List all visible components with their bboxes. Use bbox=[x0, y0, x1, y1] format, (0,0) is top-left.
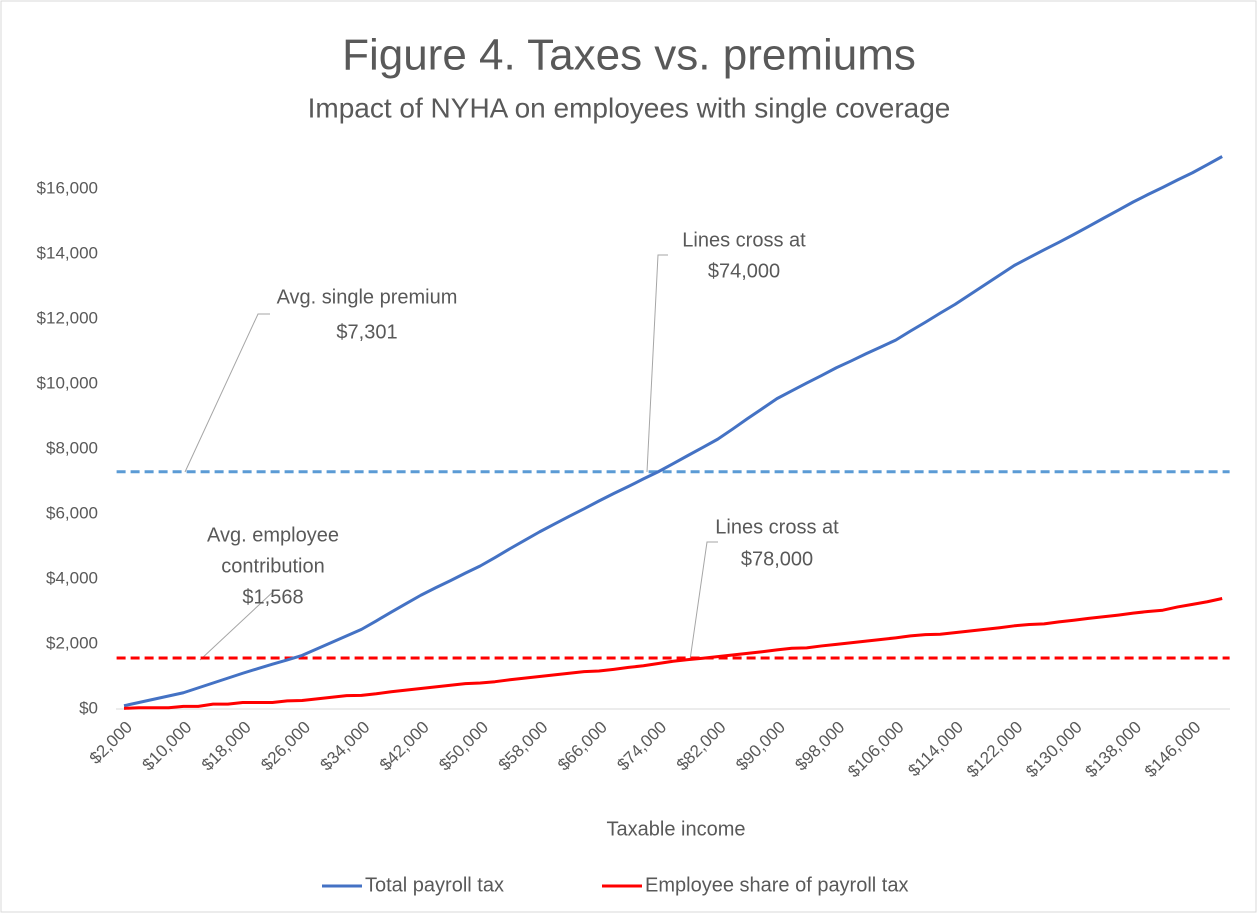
series-line bbox=[123, 597, 1223, 710]
chart-subtitle: Impact of NYHA on employees with single … bbox=[308, 92, 951, 123]
y-tick-label: $14,000 bbox=[37, 243, 98, 262]
annotation: contribution bbox=[221, 555, 324, 577]
y-tick-label: $10,000 bbox=[37, 373, 98, 392]
annotation: $1,568 bbox=[242, 586, 303, 608]
annotation: Avg. employee bbox=[207, 524, 339, 546]
leader-line bbox=[689, 541, 718, 661]
x-axis-title: Taxable income bbox=[607, 818, 746, 840]
annotation: $7,301 bbox=[336, 321, 397, 343]
leader-line bbox=[199, 589, 276, 661]
annotation: Avg. single premium bbox=[277, 286, 458, 308]
y-tick-label: $6,000 bbox=[46, 503, 98, 522]
y-tick-label: $8,000 bbox=[46, 438, 98, 457]
annotation: $74,000 bbox=[708, 260, 780, 282]
legend-label: Total payroll tax bbox=[365, 874, 504, 896]
annotation: Lines cross at bbox=[715, 516, 839, 538]
annotation: Lines cross at bbox=[682, 229, 806, 251]
y-tick-label: $0 bbox=[79, 698, 98, 717]
leader-line bbox=[184, 313, 270, 473]
y-tick-label: $2,000 bbox=[46, 633, 98, 652]
legend-label: Employee share of payroll tax bbox=[645, 874, 908, 896]
leader-line bbox=[646, 254, 668, 473]
annotation: $78,000 bbox=[741, 548, 813, 570]
series-line bbox=[123, 155, 1223, 708]
y-tick-label: $16,000 bbox=[37, 178, 98, 197]
y-tick-label: $4,000 bbox=[46, 568, 98, 587]
chart-title: Figure 4. Taxes vs. premiums bbox=[342, 31, 916, 80]
y-tick-label: $12,000 bbox=[37, 308, 98, 327]
